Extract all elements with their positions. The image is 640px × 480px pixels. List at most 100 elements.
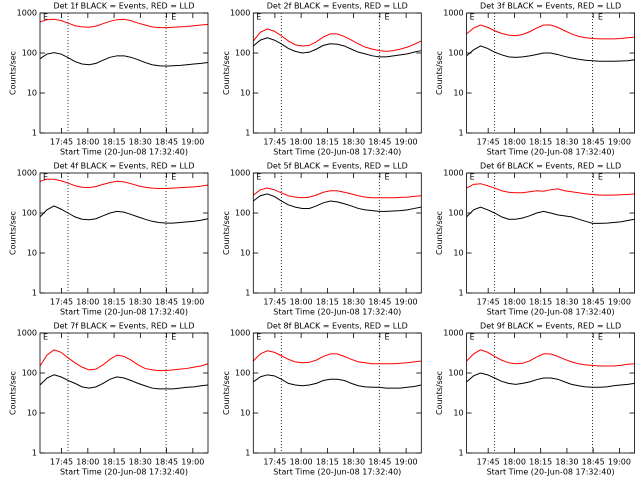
y-axis-label: Counts/sec [9,211,18,255]
x-tick-label: 17:45 [477,298,500,307]
y-axis-label: Counts/sec [9,51,18,95]
x-tick-label: 18:30 [342,298,365,307]
annotation: E [171,13,176,22]
y-tick-label: 1 [245,129,250,138]
x-tick-label: 17:45 [50,298,73,307]
y-tick-label: 1 [32,129,37,138]
y-tick-label: 10 [240,89,250,98]
y-tick-label: 100 [448,369,463,378]
chart-title: Det 1f BLACK = Events, RED = LLD [53,2,194,11]
x-tick-label: 19:00 [395,458,418,467]
x-tick-label: 17:45 [477,138,500,147]
x-axis-label: Start Time (20-Jun-08 17:32:40) [273,468,401,477]
x-tick-label: 18:15 [103,138,126,147]
x-axis-label: Start Time (20-Jun-08 17:32:40) [273,148,401,157]
series-line [252,28,422,52]
y-tick-label: 1000 [17,329,37,338]
x-tick-label: 18:00 [503,458,526,467]
x-tick-label: 19:00 [181,298,204,307]
x-tick-label: 17:45 [477,458,500,467]
annotation: E [470,333,475,342]
x-axis-label: Start Time (20-Jun-08 17:32:40) [487,468,615,477]
x-tick-label: 19:00 [395,298,418,307]
x-tick-label: 18:30 [129,458,152,467]
y-tick-label: 100 [235,369,250,378]
chart-title: Det 4f BLACK = Events, RED = LLD [53,162,194,171]
series-line [252,187,422,199]
y-tick-label: 100 [235,49,250,58]
chart-title: Det 2f BLACK = Events, RED = LLD [267,2,408,11]
x-axis-label: Start Time (20-Jun-08 17:32:40) [60,308,188,317]
series-line [466,349,635,367]
x-tick-label: 18:15 [529,298,552,307]
chart-title: Det 3f BLACK = Events, RED = LLD [480,2,621,11]
x-tick-label: 18:45 [155,138,178,147]
y-tick-label: 1000 [230,9,250,18]
y-tick-label: 100 [448,209,463,218]
x-tick-label: 19:00 [608,138,631,147]
series-line [466,372,635,388]
x-tick-label: 18:00 [290,458,313,467]
x-tick-label: 18:45 [368,138,391,147]
series-line [39,349,209,372]
series-line [39,52,209,67]
plot-frame [466,172,636,294]
x-tick-label: 19:00 [395,138,418,147]
y-tick-label: 1000 [443,169,463,178]
series-line [466,24,635,40]
y-tick-label: 100 [22,209,37,218]
x-tick-label: 18:30 [342,138,365,147]
chart-title: Det 9f BLACK = Events, RED = LLD [480,322,621,331]
plot-frame [252,12,422,134]
x-tick-label: 18:15 [529,458,552,467]
x-tick-label: 18:30 [555,458,578,467]
x-tick-label: 18:45 [368,458,391,467]
x-tick-label: 18:30 [129,298,152,307]
y-tick-label: 1000 [230,329,250,338]
y-tick-label: 100 [22,49,37,58]
x-tick-label: 19:00 [181,138,204,147]
y-tick-label: 10 [453,249,463,258]
plot-frame [252,172,422,294]
annotation: E [598,173,603,182]
series-line [253,374,422,389]
x-axis-label: Start Time (20-Jun-08 17:32:40) [487,148,615,157]
x-tick-label: 17:45 [263,298,286,307]
y-axis-label: Counts/sec [435,371,444,415]
y-tick-label: 1000 [17,9,37,18]
series-line [39,18,209,29]
y-tick-label: 100 [235,209,250,218]
annotation: E [385,173,390,182]
series-line [39,205,209,224]
y-tick-label: 10 [453,409,463,418]
annotation: E [171,333,176,342]
x-tick-label: 18:00 [503,298,526,307]
y-tick-label: 1 [459,129,464,138]
x-tick-label: 19:00 [608,458,631,467]
x-tick-label: 17:45 [263,138,286,147]
annotation: E [470,173,475,182]
x-axis-label: Start Time (20-Jun-08 17:32:40) [60,148,188,157]
y-tick-label: 100 [448,49,463,58]
y-tick-label: 1 [32,289,37,298]
chart-title: Det 5f BLACK = Events, RED = LLD [267,162,408,171]
x-tick-label: 18:00 [290,298,313,307]
x-axis-label: Start Time (20-Jun-08 17:32:40) [60,468,188,477]
chart-title: Det 6f BLACK = Events, RED = LLD [480,162,621,171]
series-line [253,193,422,212]
x-tick-label: 18:45 [155,458,178,467]
x-tick-label: 18:45 [155,298,178,307]
x-axis-label: Start Time (20-Jun-08 17:32:40) [487,308,615,317]
x-tick-label: 18:15 [316,458,339,467]
x-tick-label: 18:45 [582,458,605,467]
x-tick-label: 17:45 [50,138,73,147]
x-tick-label: 18:15 [316,138,339,147]
x-axis-label: Start Time (20-Jun-08 17:32:40) [273,308,401,317]
y-axis-label: Counts/sec [222,371,231,415]
series-line [39,374,209,390]
annotation: E [43,333,48,342]
annotation: E [256,13,261,22]
x-tick-label: 19:00 [608,298,631,307]
y-axis-label: Counts/sec [222,51,231,95]
series-line [466,45,635,62]
